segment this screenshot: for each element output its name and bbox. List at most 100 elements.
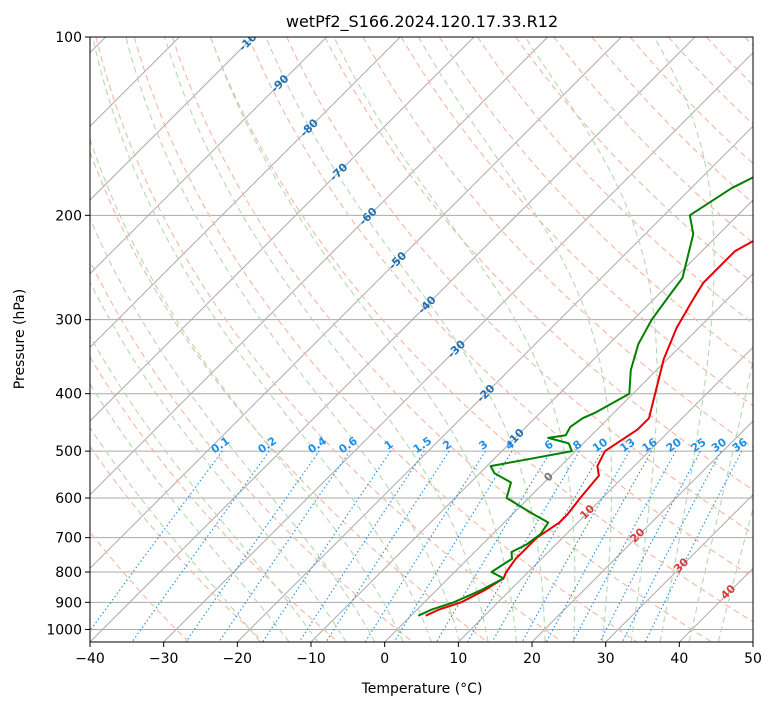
isotherm-line xyxy=(752,641,753,642)
isotherm-line xyxy=(531,420,753,642)
x-tick-label: −40 xyxy=(75,651,105,667)
mixing-ratio-line xyxy=(131,450,270,642)
mixing-ratio-line xyxy=(621,450,722,642)
isotherm-line xyxy=(90,37,328,275)
moist-adiabat-line xyxy=(418,37,613,642)
mixing-ratio-line xyxy=(393,450,513,642)
y-tick-label: 800 xyxy=(55,565,82,581)
moist-adiabat-label: 10 xyxy=(577,502,597,522)
x-axis-label: Temperature (°C) xyxy=(361,681,483,697)
mixing-ratio-label: 30 xyxy=(709,435,729,455)
mixing-ratio-label: 16 xyxy=(640,435,660,455)
mixing-ratio-line xyxy=(90,450,223,632)
mixing-ratio-label: 1.5 xyxy=(411,434,434,456)
mixing-ratio-line xyxy=(262,450,392,642)
mixing-ratio-line xyxy=(545,450,653,642)
mixing-ratio-label: 1 xyxy=(382,438,396,453)
dry-adiabat-line xyxy=(591,37,753,204)
mixing-ratio-label: 0.4 xyxy=(306,434,330,456)
y-tick-label: 100 xyxy=(55,30,82,46)
y-tick-label: 500 xyxy=(55,444,82,460)
isotherm-line xyxy=(90,37,475,422)
isotherm-line xyxy=(90,37,401,349)
moist-adiabat-line xyxy=(90,280,347,642)
dry-adiabat-line xyxy=(90,531,190,642)
mixing-ratio-line xyxy=(572,450,677,642)
dry-adiabat-line xyxy=(90,259,414,642)
dry-adiabat-line xyxy=(171,37,712,642)
dewpoint-trace xyxy=(417,176,753,617)
dry-adiabat-line xyxy=(209,37,753,623)
mixing-ratio-line xyxy=(185,450,320,642)
dry-adiabat-line xyxy=(706,37,753,86)
x-tick-label: −10 xyxy=(296,651,326,667)
dry-adiabat-line xyxy=(90,150,488,642)
moist-adiabat-line xyxy=(90,426,261,642)
y-tick-label: 300 xyxy=(55,313,82,329)
moist-adiabat-line xyxy=(524,37,658,642)
dry-adiabat-line xyxy=(90,356,339,642)
moist-adiabat-line xyxy=(688,358,753,642)
mixing-ratio-label: 25 xyxy=(689,435,709,454)
plot-frame xyxy=(89,36,754,643)
moist-adiabat-line xyxy=(717,506,753,642)
dry-adiabat-line xyxy=(477,37,753,325)
mixing-ratio-line xyxy=(218,450,351,642)
x-tick-label: 0 xyxy=(380,651,389,667)
moist-adiabat-line xyxy=(90,334,319,642)
dry-adiabat-line xyxy=(286,37,753,534)
mixing-ratio-line xyxy=(599,450,701,642)
mixing-ratio-line xyxy=(298,450,425,642)
moist-adiabat-label: 0 xyxy=(541,470,556,485)
moist-adiabat-label: 40 xyxy=(718,582,738,602)
y-tick-label: 900 xyxy=(55,595,82,611)
isotherm-line xyxy=(90,37,254,201)
chart-title: wetPf2_S166.2024.120.17.33.R12 xyxy=(286,12,558,32)
isotherm-line xyxy=(90,37,696,642)
moist-adiabat-line xyxy=(653,37,715,642)
isotherm-line xyxy=(457,346,753,642)
mixing-ratio-line xyxy=(644,450,743,642)
y-tick-label: 200 xyxy=(55,208,82,224)
y-tick-label: 400 xyxy=(55,387,82,403)
y-tick-label: 700 xyxy=(55,531,82,547)
mixing-ratio-label: 3 xyxy=(477,438,491,453)
background-lines xyxy=(90,37,753,642)
moist-adiabat-line xyxy=(333,37,576,642)
x-axis-ticks: −40 −30 −20 −10 0 10 20 30 40 50 xyxy=(75,642,762,667)
mixing-ratio-line xyxy=(435,450,552,642)
isotherm-line xyxy=(605,493,753,642)
moist-adiabat-line xyxy=(164,37,489,642)
moist-adiabat-line xyxy=(92,37,432,642)
x-tick-label: −30 xyxy=(149,651,179,667)
dry-adiabat-line xyxy=(248,37,753,578)
x-tick-label: 10 xyxy=(449,651,467,667)
isotherm-line xyxy=(163,51,753,642)
isotherm-line xyxy=(90,37,622,570)
moist-adiabat-line xyxy=(90,137,404,642)
dry-adiabat-label: -100 xyxy=(236,25,265,54)
moist-adiabat-line xyxy=(265,37,546,642)
x-tick-label: −20 xyxy=(223,651,253,667)
mixing-ratio-label: 0.1 xyxy=(209,434,232,456)
y-axis-ticks: 100 200 300 400 500 600 700 800 900 1000 xyxy=(46,30,90,638)
moist-adiabat-line xyxy=(90,383,290,642)
isotherm-line xyxy=(90,37,549,496)
moist-adiabat-line xyxy=(125,37,461,642)
dry-adiabat-line xyxy=(324,37,753,491)
mixing-ratio-line xyxy=(491,450,603,642)
sounding-traces xyxy=(417,176,753,617)
x-tick-label: 40 xyxy=(670,651,688,667)
isotherm-line xyxy=(678,567,753,642)
y-tick-label: 600 xyxy=(55,491,82,507)
mixing-ratio-label: 2 xyxy=(440,438,454,453)
dry-adiabat-line xyxy=(438,37,753,366)
x-tick-label: 20 xyxy=(523,651,541,667)
temperature-trace xyxy=(425,239,753,617)
moist-adiabat-line xyxy=(210,37,518,642)
x-tick-label: 50 xyxy=(744,651,762,667)
mixing-ratio-line xyxy=(521,450,630,642)
y-tick-label: 1000 xyxy=(46,622,82,638)
isotherm-line xyxy=(236,125,753,642)
